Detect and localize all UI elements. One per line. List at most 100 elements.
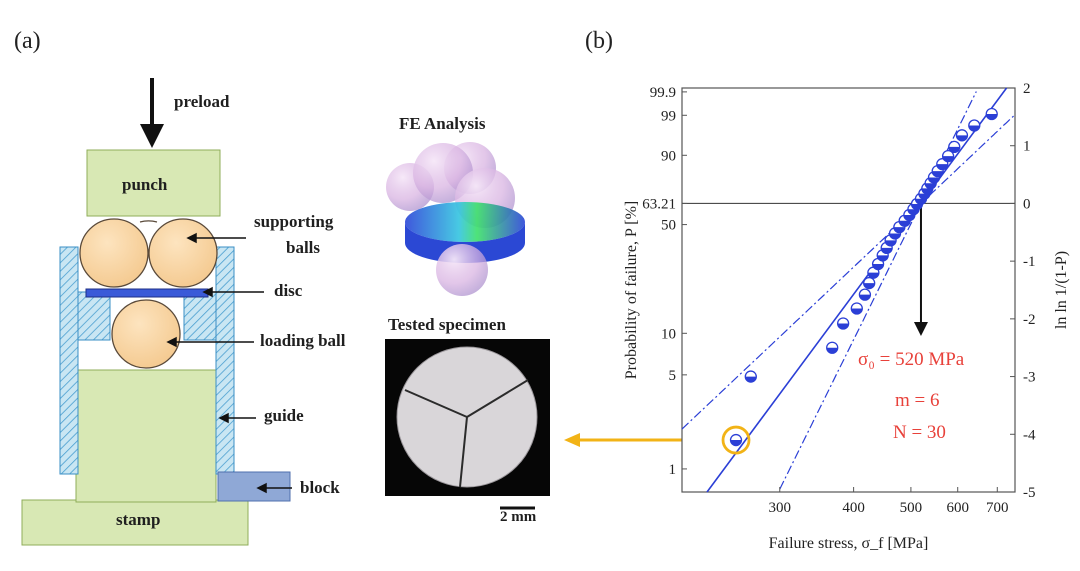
data-point-fill [968,125,980,132]
data-point [836,317,850,330]
data-point-fill [915,198,927,205]
panel-b-label: (b) [585,28,613,54]
loading-ball [111,299,181,369]
y-left-tick-label: 63.21 [642,196,676,212]
y-right-tick-label: 2 [1023,81,1031,97]
disc-label: disc [274,281,303,300]
preload-label: preload [174,92,230,111]
x-tick-label: 300 [769,500,792,516]
data-point-fill [911,204,923,210]
data-point-fill [859,294,871,301]
fe-analysis-title: FE Analysis [399,114,486,133]
supporting-balls [79,218,218,288]
y-left-tick-label: 90 [661,148,676,164]
tested-specimen-photo [385,339,550,496]
plot-frame [681,87,1016,493]
data-point-fill [928,177,940,183]
data-point [888,227,902,240]
scale-bar-label: 2 mm [500,509,537,525]
supporting-balls-label-line2: balls [286,238,321,257]
data-point-fill [730,440,742,446]
sigma0-annotation: σ₀ = 520 MPa [858,349,965,370]
y-left-tick-label: 99 [661,108,676,124]
data-point-fill [867,272,879,279]
data-point-fill [851,308,863,314]
punch [86,149,221,217]
data-point-fill [881,247,893,254]
y-left-tick-label: 99.9 [650,85,676,101]
x-tick-label: 500 [900,500,923,516]
data-point [941,149,955,163]
y-left-axis-label: Probability of failure, P [%] [623,201,640,379]
loading-ball-label: loading ball [260,331,346,350]
x-tick-label: 400 [842,500,865,516]
data-point [858,288,872,301]
y-right-tick-label: -4 [1023,427,1036,443]
y-right-tick-label: -5 [1023,485,1036,501]
data-point [985,107,998,121]
data-point-fill [948,146,960,153]
data-point-fill [932,171,944,177]
data-point [910,197,924,211]
preload-arrow-icon [140,78,164,148]
y-right-tick-label: -1 [1023,254,1036,270]
disc [85,288,209,298]
guide-label: guide [264,406,304,425]
data-point-fill [893,227,905,233]
data-point-fill [956,135,968,141]
data-point [936,158,949,171]
weibull-plot: 300 400 500 600 700210-1-2-3-4-599.9999063.2… [623,81,1070,552]
data-point-fill [986,113,998,120]
data-point-fill [921,188,933,194]
stamp-label: stamp [116,510,161,529]
data-point-fill [745,376,757,383]
supporting-balls-label-line1: supporting [254,212,334,231]
y-left-tick-label: 10 [661,326,676,342]
n-annotation: N = 30 [893,422,946,443]
data-point [729,433,743,447]
punch-label: punch [122,175,168,194]
data-point-fill [885,240,897,246]
y-left-tick-label: 5 [669,368,677,384]
y-right-axis-label: ln ln 1/(1-P) [1053,251,1070,329]
data-point-fill [918,193,930,200]
sigma0-arrow-icon [913,322,928,336]
weibull-fit-line [706,87,1008,493]
data-point-fill [872,264,884,270]
confidence-bound-lower [779,91,977,490]
data-point [744,370,757,383]
x-tick-label: 700 [986,500,1009,516]
data-point [871,257,885,271]
data-point [948,140,961,154]
highlight-ring [721,425,751,455]
x-tick-label: 600 [946,500,969,516]
m-annotation: m = 6 [895,390,940,411]
y-right-tick-label: 1 [1023,139,1031,155]
data-point-fill [942,156,954,162]
stamp-column [75,369,217,503]
data-point-fill [877,255,889,261]
data-point [968,119,981,132]
y-left-tick-label: 1 [669,462,677,478]
data-point-fill [837,323,849,329]
test-rig-diagram [21,78,292,546]
data-point-fill [863,283,875,289]
fe-analysis-model [386,142,525,296]
leader-lines [166,232,292,494]
data-point-fill [826,347,838,354]
data-point-fill [899,220,911,227]
y-right-tick-label: -2 [1023,312,1036,328]
x-axis-label: Failure stress, σ_f [MPa] [769,535,929,552]
y-right-tick-label: 0 [1023,196,1031,212]
data-point [850,302,863,315]
confidence-bound-upper [681,114,1016,430]
data-point-fill [903,214,915,221]
data-point-fill [907,209,919,215]
data-point [863,276,876,290]
data-point [826,341,839,354]
tested-specimen-title: Tested specimen [388,315,506,334]
data-point-fill [889,233,901,239]
panel-a-label: (a) [14,28,41,54]
y-right-tick-label: -3 [1023,370,1036,386]
